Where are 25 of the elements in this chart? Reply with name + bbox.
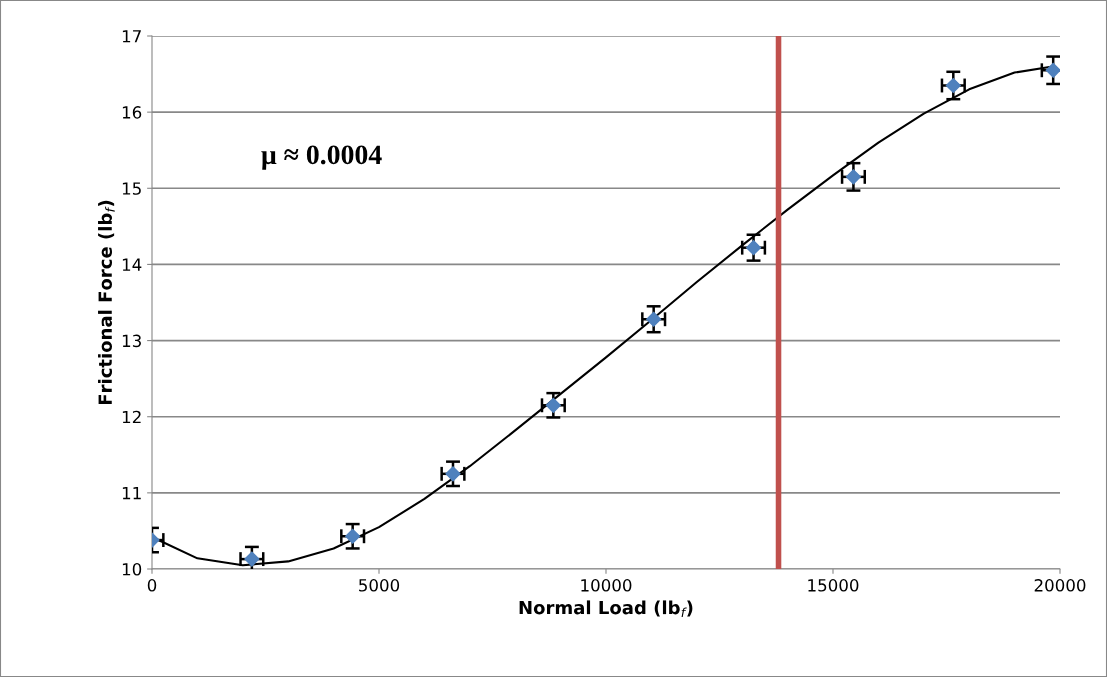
y-tick-label: 11 (122, 487, 141, 500)
x-axis-title: Normal Load (lb$_{f}$) (519, 600, 693, 618)
point (345, 528, 361, 544)
point (845, 169, 862, 185)
x-tick-label: 10000 (581, 579, 632, 592)
y-tick-label: 14 (122, 258, 142, 271)
point (445, 466, 461, 482)
annotation: μ ≈ 0.0004 (261, 145, 382, 170)
x-tick-label: 15000 (808, 579, 859, 592)
y-tick-label: 15 (122, 182, 141, 195)
point (745, 240, 762, 256)
y-tick-label: 17 (122, 30, 141, 43)
x-tick-label: 0 (147, 579, 157, 592)
x-tick-label: 20000 (1034, 579, 1086, 592)
y-axis-title: Frictional Force (lb$_{f}$) (98, 200, 115, 405)
y-tick-label: 10 (122, 562, 142, 576)
x-tick-label: 5000 (359, 579, 400, 592)
point (1045, 62, 1060, 78)
point (945, 77, 961, 94)
point (545, 397, 561, 413)
y-tick-label: 13 (122, 334, 141, 348)
point (244, 551, 260, 567)
y-tick-label: 12 (122, 410, 141, 424)
y-tick-label: 16 (122, 106, 142, 119)
point (646, 311, 662, 327)
